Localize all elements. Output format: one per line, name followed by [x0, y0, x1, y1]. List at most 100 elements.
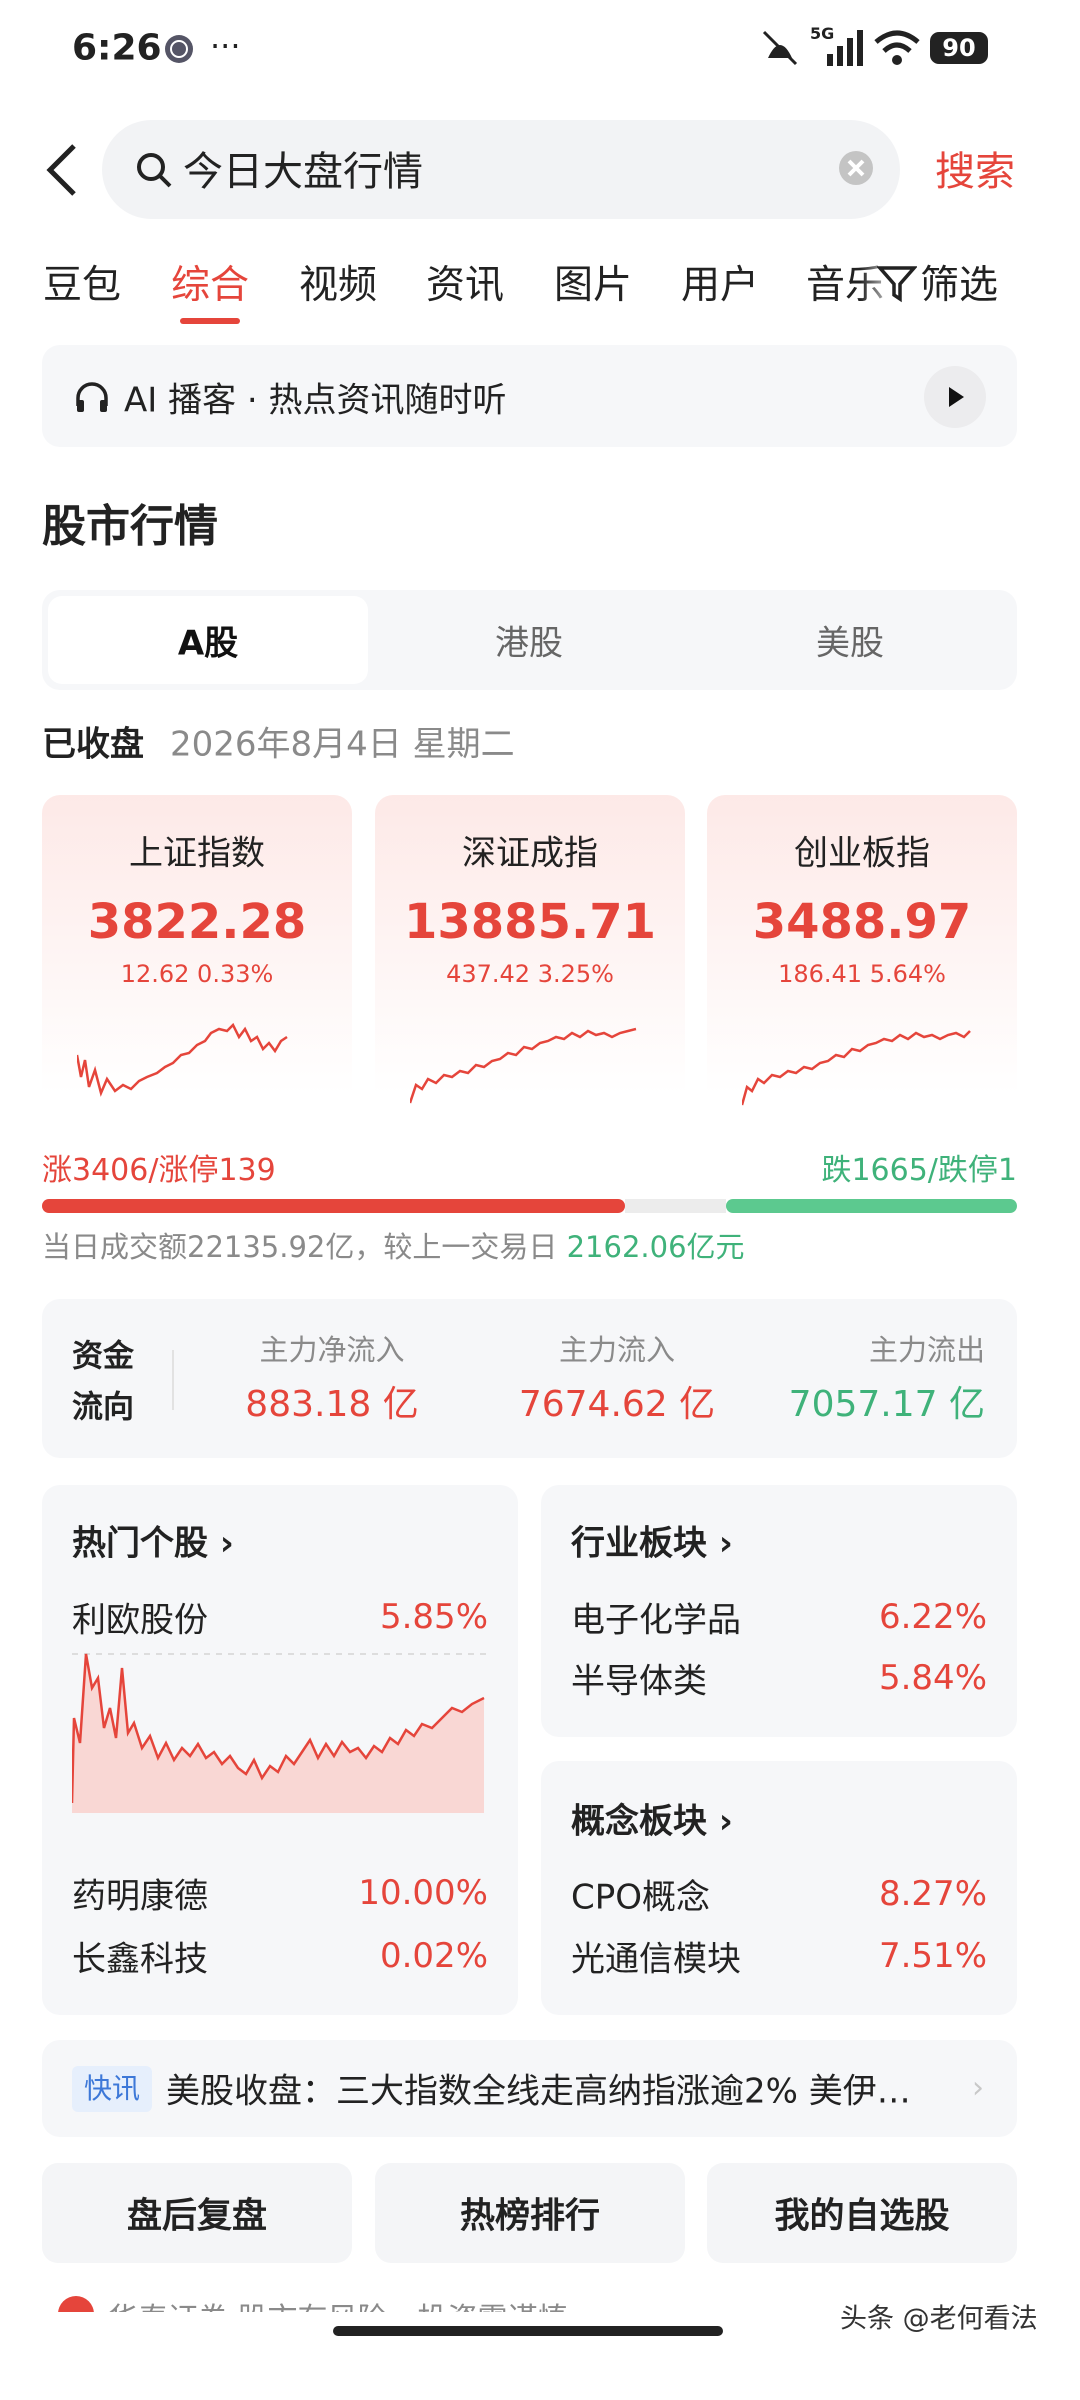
stock-change: 5.85% — [379, 1597, 488, 1637]
filter-icon[interactable] — [877, 265, 917, 303]
market-tab[interactable]: 港股 — [495, 623, 563, 664]
card-title[interactable]: 行业板块 › — [571, 1523, 733, 1564]
index-name: 上证指数 — [129, 833, 265, 874]
market-tab[interactable]: 美股 — [816, 623, 884, 664]
shortcut-label: 盘后复盘 — [126, 2196, 268, 2237]
index-card[interactable]: 创业板指 3488.97 186.41 5.64% — [707, 795, 1017, 1110]
index-name: 创业板指 — [794, 833, 930, 874]
tab[interactable]: 图片 — [553, 263, 633, 308]
card-title-text: 概念板块 — [571, 1801, 707, 1842]
industry-card[interactable] — [541, 1485, 1017, 1737]
news-bar[interactable] — [42, 2040, 1017, 2137]
sector-change: 5.84% — [878, 1658, 987, 1698]
status-icon — [165, 35, 193, 63]
stock-name[interactable]: 长鑫科技 — [72, 1939, 208, 1980]
wifi-icon — [874, 30, 920, 65]
fund-flow-item-value: 7674.62 亿 — [518, 1384, 716, 1425]
chevron: › — [972, 2070, 984, 2106]
tab-indicator — [180, 318, 240, 324]
fund-flow-item-value: 883.18 亿 — [245, 1384, 419, 1425]
fund-flow-card[interactable] — [42, 1299, 1017, 1458]
market-status: 已收盘 — [42, 724, 144, 765]
tab-bar: 豆包 综合 视频 资讯 图片 用户 音乐 — [0, 250, 890, 320]
index-sparkline — [742, 1030, 971, 1106]
status-more: ··· — [210, 27, 241, 65]
tab[interactable]: 视频 — [298, 263, 378, 308]
card-title[interactable]: 热门个股 › — [72, 1523, 234, 1564]
back-button[interactable] — [44, 142, 80, 198]
market-date: 2026年8月4日 星期二 — [170, 724, 515, 765]
decliners: 跌1665/跌停1 — [821, 1153, 1017, 1188]
sector-change: 7.51% — [878, 1936, 987, 1976]
search-icon — [137, 153, 172, 188]
card-title-text: 行业板块 — [571, 1523, 707, 1564]
market-tab-selected — [48, 596, 368, 684]
sector-name[interactable]: 半导体类 — [571, 1661, 707, 1702]
clear-button[interactable] — [838, 150, 874, 186]
sector-name[interactable]: 电子化学品 — [571, 1600, 741, 1641]
shortcut-button[interactable]: 盘后复盘 — [42, 2163, 352, 2263]
flat-bar — [625, 1199, 726, 1213]
disclaimer: 华泰证券 股市有风险，投资需谨慎 — [108, 2294, 568, 2312]
turnover-diff: 2162.06亿元 — [566, 1230, 745, 1264]
stock-change: 0.02% — [379, 1936, 488, 1976]
broker-logo — [58, 2296, 94, 2312]
play-button[interactable] — [924, 366, 986, 428]
sector-name[interactable]: CPO概念 — [571, 1877, 711, 1918]
stock-name[interactable]: 利欧股份 — [72, 1600, 208, 1641]
fund-flow-label: 资金 — [72, 1338, 134, 1375]
tab[interactable]: 综合 — [170, 263, 250, 308]
fund-flow-item-label: 主力流出 — [868, 1333, 985, 1367]
fund-flow-item-label: 主力净流入 — [259, 1333, 405, 1367]
shortcut-button[interactable]: 我的自选股 — [707, 2163, 1017, 2263]
watermark: 头条 @老何看法 — [840, 2303, 1038, 2335]
index-change-pct: 0.33% — [197, 960, 274, 988]
tab[interactable]: 豆包 — [42, 263, 122, 308]
mute-icon — [762, 30, 798, 66]
shortcut-label: 我的自选股 — [774, 2196, 950, 2237]
filter-button[interactable]: 筛选 — [920, 263, 999, 308]
decline-bar — [726, 1199, 1017, 1213]
sector-name[interactable]: 光通信模块 — [571, 1939, 741, 1980]
index-change-pct: 3.25% — [537, 960, 614, 988]
index-value: 3822.28 — [87, 894, 307, 950]
search-query[interactable]: 今日大盘行情 — [183, 149, 423, 195]
index-change-points: 437.42 — [446, 960, 531, 988]
fund-flow-item-label: 主力流入 — [558, 1333, 676, 1367]
battery: 90 — [930, 32, 988, 64]
turnover-text: 当日成交额22135.92亿，较上一交易日 2162.06亿元 — [42, 1224, 745, 1266]
card-title-text: 热门个股 — [72, 1523, 208, 1564]
turnover-label: 当日成交额22135.92亿，较上一交易日 — [42, 1230, 558, 1264]
concept-card[interactable] — [541, 1761, 1017, 2015]
status-time: 6:26 — [72, 27, 162, 69]
index-change-points: 186.41 — [778, 960, 863, 988]
market-tab[interactable]: A股 — [177, 623, 239, 664]
stock-change: 10.00% — [358, 1873, 488, 1913]
advance-bar — [42, 1199, 625, 1213]
news-text[interactable]: 美股收盘：三大指数全线走高纳指涨逾2% 美伊… — [166, 2071, 911, 2112]
index-card[interactable]: 深证成指 13885.71 437.42 3.25% — [375, 795, 685, 1110]
index-value: 3488.97 — [752, 894, 972, 950]
index-change-pct: 5.64% — [869, 960, 946, 988]
search-box[interactable] — [102, 120, 900, 219]
index-change-points: 12.62 — [120, 960, 190, 988]
index-sparkline — [410, 1027, 637, 1104]
index-sparkline — [77, 1022, 288, 1097]
tab[interactable]: 资讯 — [425, 263, 505, 308]
index-card[interactable]: 上证指数 3822.28 12.62 0.33% — [42, 795, 352, 1110]
disclaimer-row: 华泰证券 股市有风险，投资需谨慎 — [0, 2290, 1080, 2312]
tab[interactable]: 用户 — [680, 263, 760, 308]
stock-name[interactable]: 药明康德 — [72, 1876, 208, 1917]
news-tag: 快讯 — [72, 2066, 152, 2112]
advancers: 涨3406/涨停139 — [42, 1153, 276, 1188]
shortcut-label: 热榜排行 — [459, 2196, 601, 2237]
index-change: 186.41 5.64% — [778, 960, 946, 988]
podcast-text[interactable]: AI 播客 · 热点资讯随时听 — [124, 380, 507, 421]
shortcut-button[interactable]: 热榜排行 — [375, 2163, 685, 2263]
card-title[interactable]: 概念板块 › — [571, 1801, 733, 1842]
podcast-bar[interactable] — [42, 345, 1017, 447]
network-type: 5G — [810, 24, 835, 43]
sector-change: 6.22% — [878, 1597, 987, 1637]
search-button[interactable]: 搜索 — [935, 149, 1015, 195]
